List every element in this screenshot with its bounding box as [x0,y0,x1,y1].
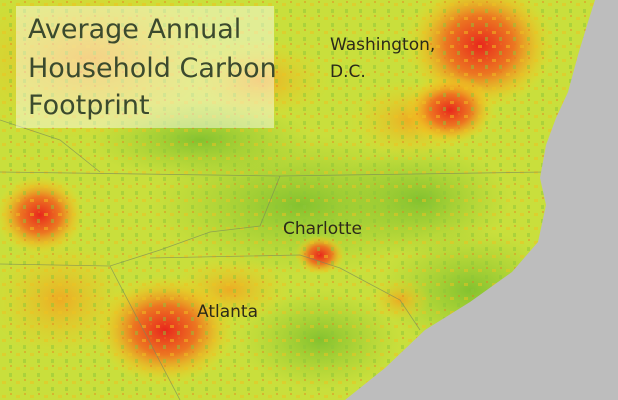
title-line: Household Carbon [28,53,277,84]
title-line: Footprint [28,90,150,121]
city-labels: Washington, D.C. Charlotte Atlanta [197,35,435,322]
title: Average Annual Household Carbon Footprin… [28,14,277,121]
city-label: Charlotte [283,219,362,239]
title-box [16,6,274,128]
title-line: Average Annual [28,14,241,45]
state-borders [0,119,546,400]
city-label: Washington, [330,35,435,55]
city-label: Atlanta [197,302,258,322]
city-label: D.C. [330,62,366,82]
ocean [345,0,618,400]
